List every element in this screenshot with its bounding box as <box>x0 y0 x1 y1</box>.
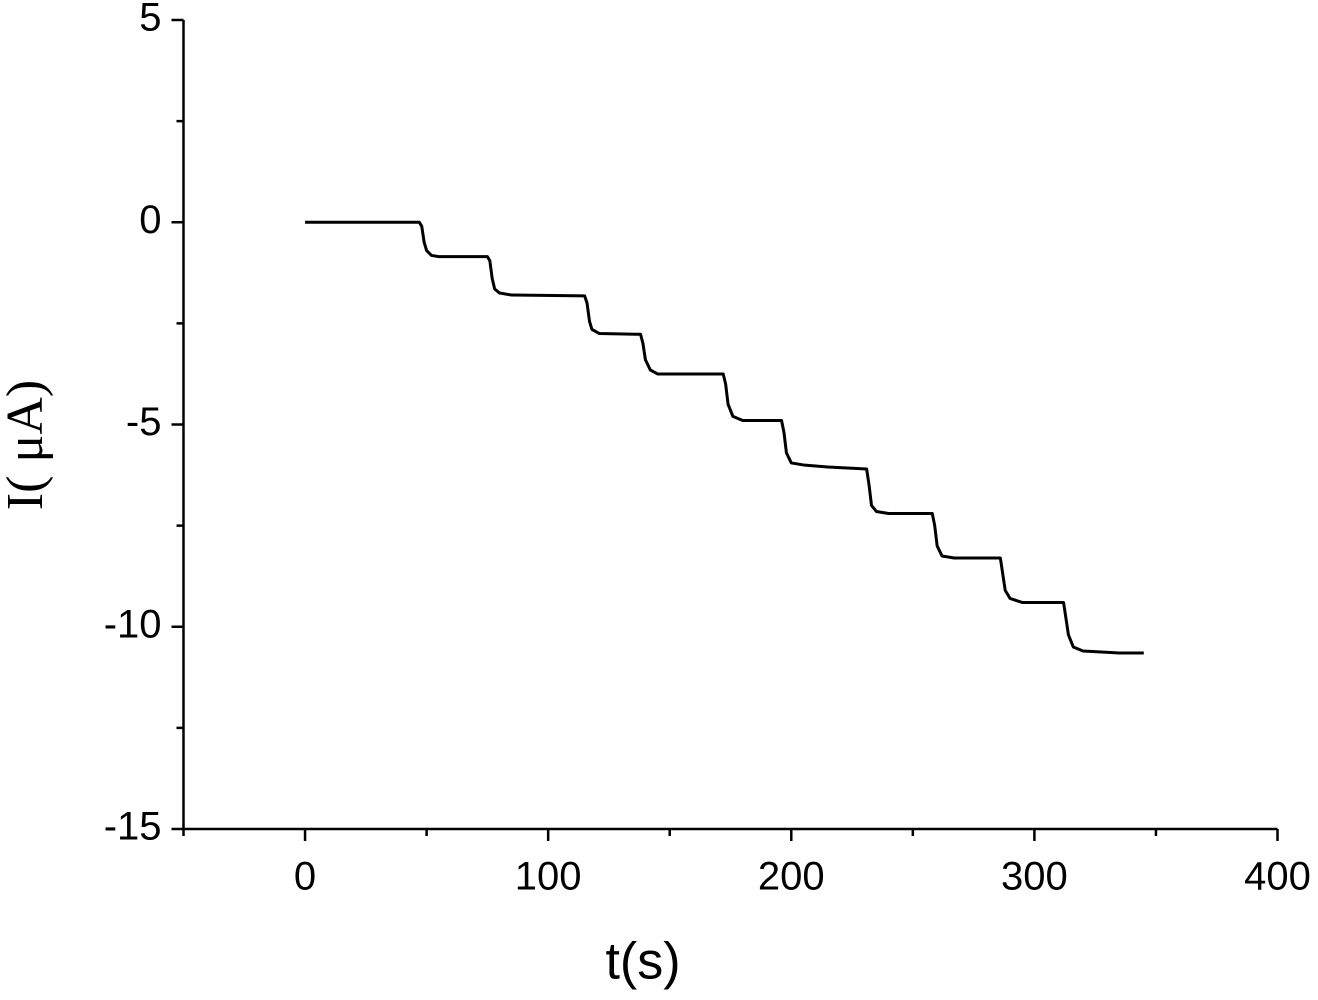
y-tick-label: 5 <box>139 0 161 40</box>
y-axis-title: I( μA) <box>0 380 54 510</box>
x-tick-label: 300 <box>1001 855 1068 899</box>
y-tick-label: -15 <box>104 805 162 849</box>
data-line <box>305 220 1144 655</box>
x-tick-label: 200 <box>758 855 825 899</box>
y-tick-label: -10 <box>104 602 162 646</box>
y-tick-label: -5 <box>126 400 162 444</box>
x-axis-title: t(s) <box>605 933 680 991</box>
x-tick-label: 400 <box>1244 855 1311 899</box>
x-tick-label: 100 <box>515 855 582 899</box>
y-tick-label: 0 <box>139 198 161 242</box>
x-tick-label: 0 <box>294 855 316 899</box>
